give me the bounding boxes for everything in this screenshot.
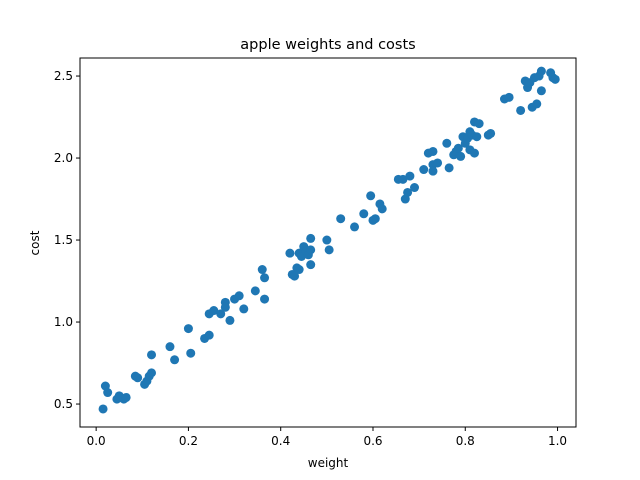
data-point [290,271,300,281]
data-point [103,388,113,398]
data-point [472,132,482,142]
data-point [366,191,376,201]
data-point [398,174,408,184]
x-tick-label: 0.8 [456,434,475,448]
x-axis-ticks: 0.0 0.2 0.4 0.6 0.8 1.0 [87,427,567,448]
data-point [428,166,438,176]
data-point [405,171,415,181]
data-point [170,355,180,365]
data-point [474,119,484,129]
data-point [428,146,438,156]
data-point [98,404,108,414]
y-tick-label: 2.5 [54,69,73,83]
data-point [322,235,332,245]
data-point [165,342,175,352]
data-point [469,148,479,158]
plot-frame [79,57,577,428]
data-point [216,309,226,319]
data-point [204,330,214,340]
data-point [186,348,196,358]
data-point [433,158,443,168]
data-point [183,324,193,334]
data-point [453,143,463,153]
data-point [359,209,369,219]
data-point [536,66,546,76]
data-point [350,222,360,232]
x-tick-label: 0.0 [87,434,106,448]
data-point [536,86,546,96]
data-point [368,215,378,225]
data-point [133,373,143,383]
data-point [456,151,466,161]
data-point [410,183,420,193]
data-point [442,138,452,148]
data-point [225,315,235,325]
data-point [516,105,526,115]
data-point [306,245,316,255]
data-point [260,273,270,283]
data-point [260,294,270,304]
data-point [306,260,316,270]
data-point [220,302,230,312]
x-tick-label: 0.2 [179,434,198,448]
data-point [336,214,346,224]
data-point [239,304,249,314]
data-point [377,204,387,214]
data-point [209,306,219,316]
data-point [294,265,304,275]
data-point [257,265,267,275]
y-tick-label: 1.0 [54,315,73,329]
data-point [250,286,260,296]
y-tick-label: 0.5 [54,397,73,411]
y-axis-label: cost [28,230,42,255]
data-point [121,392,131,402]
data-point [234,291,244,301]
y-tick-label: 1.5 [54,233,73,247]
data-point [444,163,454,173]
chart-title: apple weights and costs [240,37,415,53]
data-point [419,165,429,175]
data-point [504,92,514,102]
x-tick-label: 1.0 [548,434,567,448]
x-axis-label: weight [308,456,349,470]
data-point [306,233,316,243]
data-point [285,248,295,258]
data-point [532,99,542,109]
y-tick-label: 2.0 [54,151,73,165]
data-point [486,128,496,138]
y-axis-ticks: 0.5 1.0 1.5 2.0 2.5 [54,69,80,411]
data-point [147,350,157,360]
data-point [147,368,157,378]
data-point [324,245,334,255]
data-point [403,187,413,197]
points-layer [98,66,560,414]
data-point [550,74,560,84]
x-tick-label: 0.4 [271,434,290,448]
x-tick-label: 0.6 [363,434,382,448]
